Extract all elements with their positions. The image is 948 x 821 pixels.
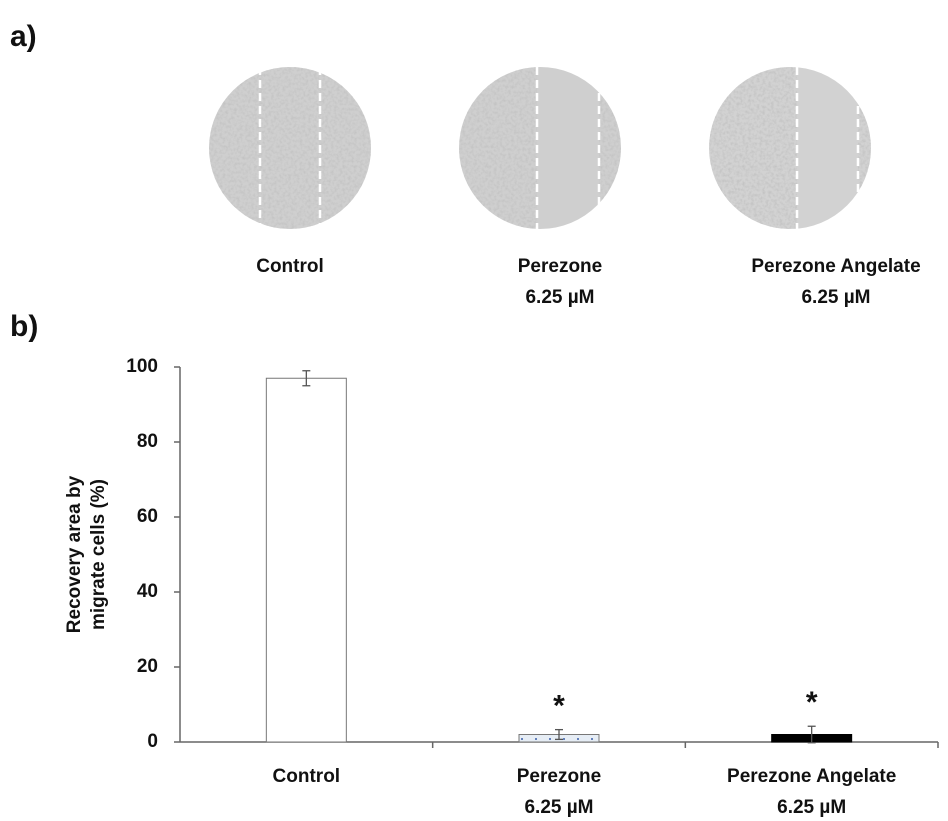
y-tick-label: 60 — [137, 506, 158, 527]
x-tick-label: Control — [273, 766, 341, 787]
y-axis-label: Recovery area by — [64, 475, 85, 633]
bar — [265, 377, 347, 743]
panel-label: b) — [10, 310, 38, 343]
bar-chart: 0 20 40 60 80 100 Recovery area by migrate cell… — [64, 356, 939, 818]
significance-marker: * — [553, 690, 565, 723]
x-tick-label: 6.25 µM — [777, 797, 846, 818]
y-tick-label: 80 — [137, 431, 158, 452]
y-tick-label: 100 — [126, 356, 158, 377]
y-axis-label: migrate cells (%) — [88, 479, 109, 630]
x-tick-label: 6.25 µM — [524, 797, 593, 818]
image-labels: Control Perezone 6.25 µM Perezone Angelate 6… — [256, 256, 920, 308]
y-tick-label: 20 — [137, 656, 158, 677]
significance-marker: * — [806, 686, 818, 719]
image-label: Perezone Angelate — [751, 256, 920, 277]
y-tick-label: 40 — [137, 581, 158, 602]
image-label: 6.25 µM — [525, 287, 594, 308]
image-label: Control — [256, 256, 324, 277]
micrograph — [209, 67, 371, 229]
x-tick-label: Perezone — [517, 766, 601, 787]
x-tick-label: Perezone Angelate — [727, 766, 896, 787]
y-tick-label: 0 — [147, 731, 158, 752]
micrograph — [709, 67, 871, 229]
micrograph — [459, 67, 621, 229]
image-label: 6.25 µM — [801, 287, 870, 308]
image-label: Perezone — [518, 256, 602, 277]
panel-label: a) — [10, 20, 37, 53]
